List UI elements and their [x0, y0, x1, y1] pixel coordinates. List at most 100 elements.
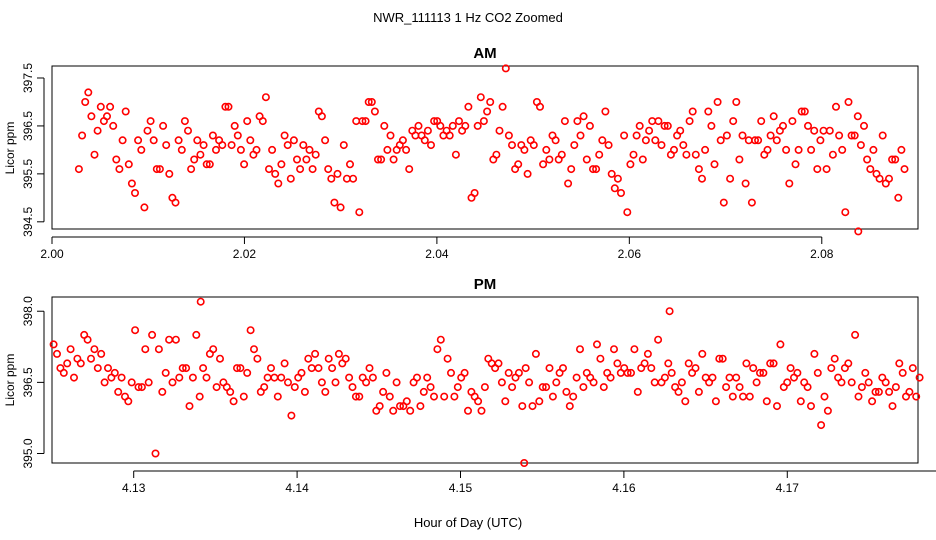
pm-data-point — [368, 373, 377, 382]
am-data-point — [828, 150, 837, 159]
pm-data-point — [124, 397, 133, 406]
pm-data-point — [270, 373, 279, 382]
am-data-point — [383, 145, 392, 154]
am-data-point — [143, 126, 152, 135]
pm-data-point — [681, 397, 690, 406]
pm-data-point — [545, 364, 554, 373]
pm-data-point — [429, 392, 438, 401]
pm-data-point — [803, 383, 812, 392]
pm-data-point — [786, 364, 795, 373]
pm-data-point — [854, 392, 863, 401]
am-data-point — [613, 174, 622, 183]
am-data-point — [155, 165, 164, 174]
pm-data-point — [110, 368, 119, 377]
am-data-point — [436, 121, 445, 130]
am-data-point — [134, 136, 143, 145]
pm-data-point — [212, 383, 221, 392]
am-data-point — [819, 126, 828, 135]
am-data-point — [616, 189, 625, 198]
pm-data-point — [199, 364, 208, 373]
pm-data-point — [820, 392, 829, 401]
am-data-point — [184, 126, 193, 135]
am-panel: AM Licor ppm 2.00 2.02 2.04 2.06 2.08 394.53… — [3, 45, 919, 261]
am-data-point — [268, 145, 277, 154]
am-data-point — [701, 145, 710, 154]
pm-data-point — [331, 378, 340, 387]
pm-data-point — [538, 383, 547, 392]
pm-data-point — [752, 378, 761, 387]
pm-panel: PM Licor ppm 4.134.144.154.164.174.18 39… — [3, 276, 936, 495]
pm-data-point — [776, 340, 785, 349]
am-data-point — [115, 165, 124, 174]
pm-data-point — [501, 397, 510, 406]
pm-x-tick-label: 4.16 — [612, 481, 636, 495]
am-data-point — [84, 88, 93, 97]
pm-data-point — [735, 383, 744, 392]
pm-data-point — [307, 364, 316, 373]
pm-data-point — [667, 368, 676, 377]
am-plot-frame — [51, 65, 919, 230]
am-data-point — [523, 169, 532, 178]
pm-data-point — [165, 335, 174, 344]
am-data-point — [654, 117, 663, 126]
pm-data-point — [623, 368, 632, 377]
am-data-point — [875, 174, 884, 183]
am-data-point — [423, 126, 432, 135]
am-data-point — [321, 136, 330, 145]
pm-data-point — [562, 387, 571, 396]
pm-data-point — [728, 392, 737, 401]
pm-data-point — [664, 359, 673, 368]
pm-data-point — [66, 345, 75, 354]
am-data-point — [127, 179, 136, 188]
pm-data-point — [851, 330, 860, 339]
am-data-point — [635, 121, 644, 130]
pm-data-point — [558, 364, 567, 373]
pm-data-point — [93, 364, 102, 373]
am-data-point — [165, 169, 174, 178]
am-data-point — [623, 208, 632, 217]
pm-data-point — [596, 354, 605, 363]
am-data-point — [579, 112, 588, 121]
am-data-point — [791, 160, 800, 169]
pm-data-point — [674, 387, 683, 396]
pm-data-point — [355, 392, 364, 401]
pm-data-point — [520, 458, 529, 467]
pm-data-point — [698, 349, 707, 358]
am-data-point — [473, 121, 482, 130]
am-data-point — [305, 145, 314, 154]
am-data-point — [501, 64, 510, 73]
am-data-point — [641, 136, 650, 145]
am-data-point — [299, 141, 308, 150]
am-data-point — [663, 121, 672, 130]
pm-data-point — [715, 354, 724, 363]
pm-data-point — [817, 421, 826, 430]
pm-data-point — [783, 378, 792, 387]
am-data-point — [205, 160, 214, 169]
am-data-point — [632, 131, 641, 140]
am-y-tick-label: 394.5 — [21, 206, 35, 236]
am-data-point — [430, 117, 439, 126]
am-data-point — [180, 117, 189, 126]
am-data-point — [679, 141, 688, 150]
pm-data-point — [178, 364, 187, 373]
am-data-point — [514, 160, 523, 169]
am-data-point — [124, 160, 133, 169]
am-data-point — [856, 141, 865, 150]
am-data-point — [271, 169, 280, 178]
am-data-point — [349, 174, 358, 183]
am-data-point — [296, 165, 305, 174]
am-data-point — [757, 117, 766, 126]
pm-data-point — [436, 335, 445, 344]
pm-data-point — [97, 349, 106, 358]
pm-data-point — [749, 364, 758, 373]
am-data-point — [177, 145, 186, 154]
am-data-point — [470, 189, 479, 198]
pm-y-axis-label: Licor ppm — [3, 354, 17, 407]
pm-data-point — [905, 387, 914, 396]
pm-data-point — [311, 349, 320, 358]
am-data-point — [345, 160, 354, 169]
am-data-point — [236, 145, 245, 154]
pm-data-point — [633, 387, 642, 396]
am-data-point — [803, 121, 812, 130]
am-data-point — [741, 179, 750, 188]
